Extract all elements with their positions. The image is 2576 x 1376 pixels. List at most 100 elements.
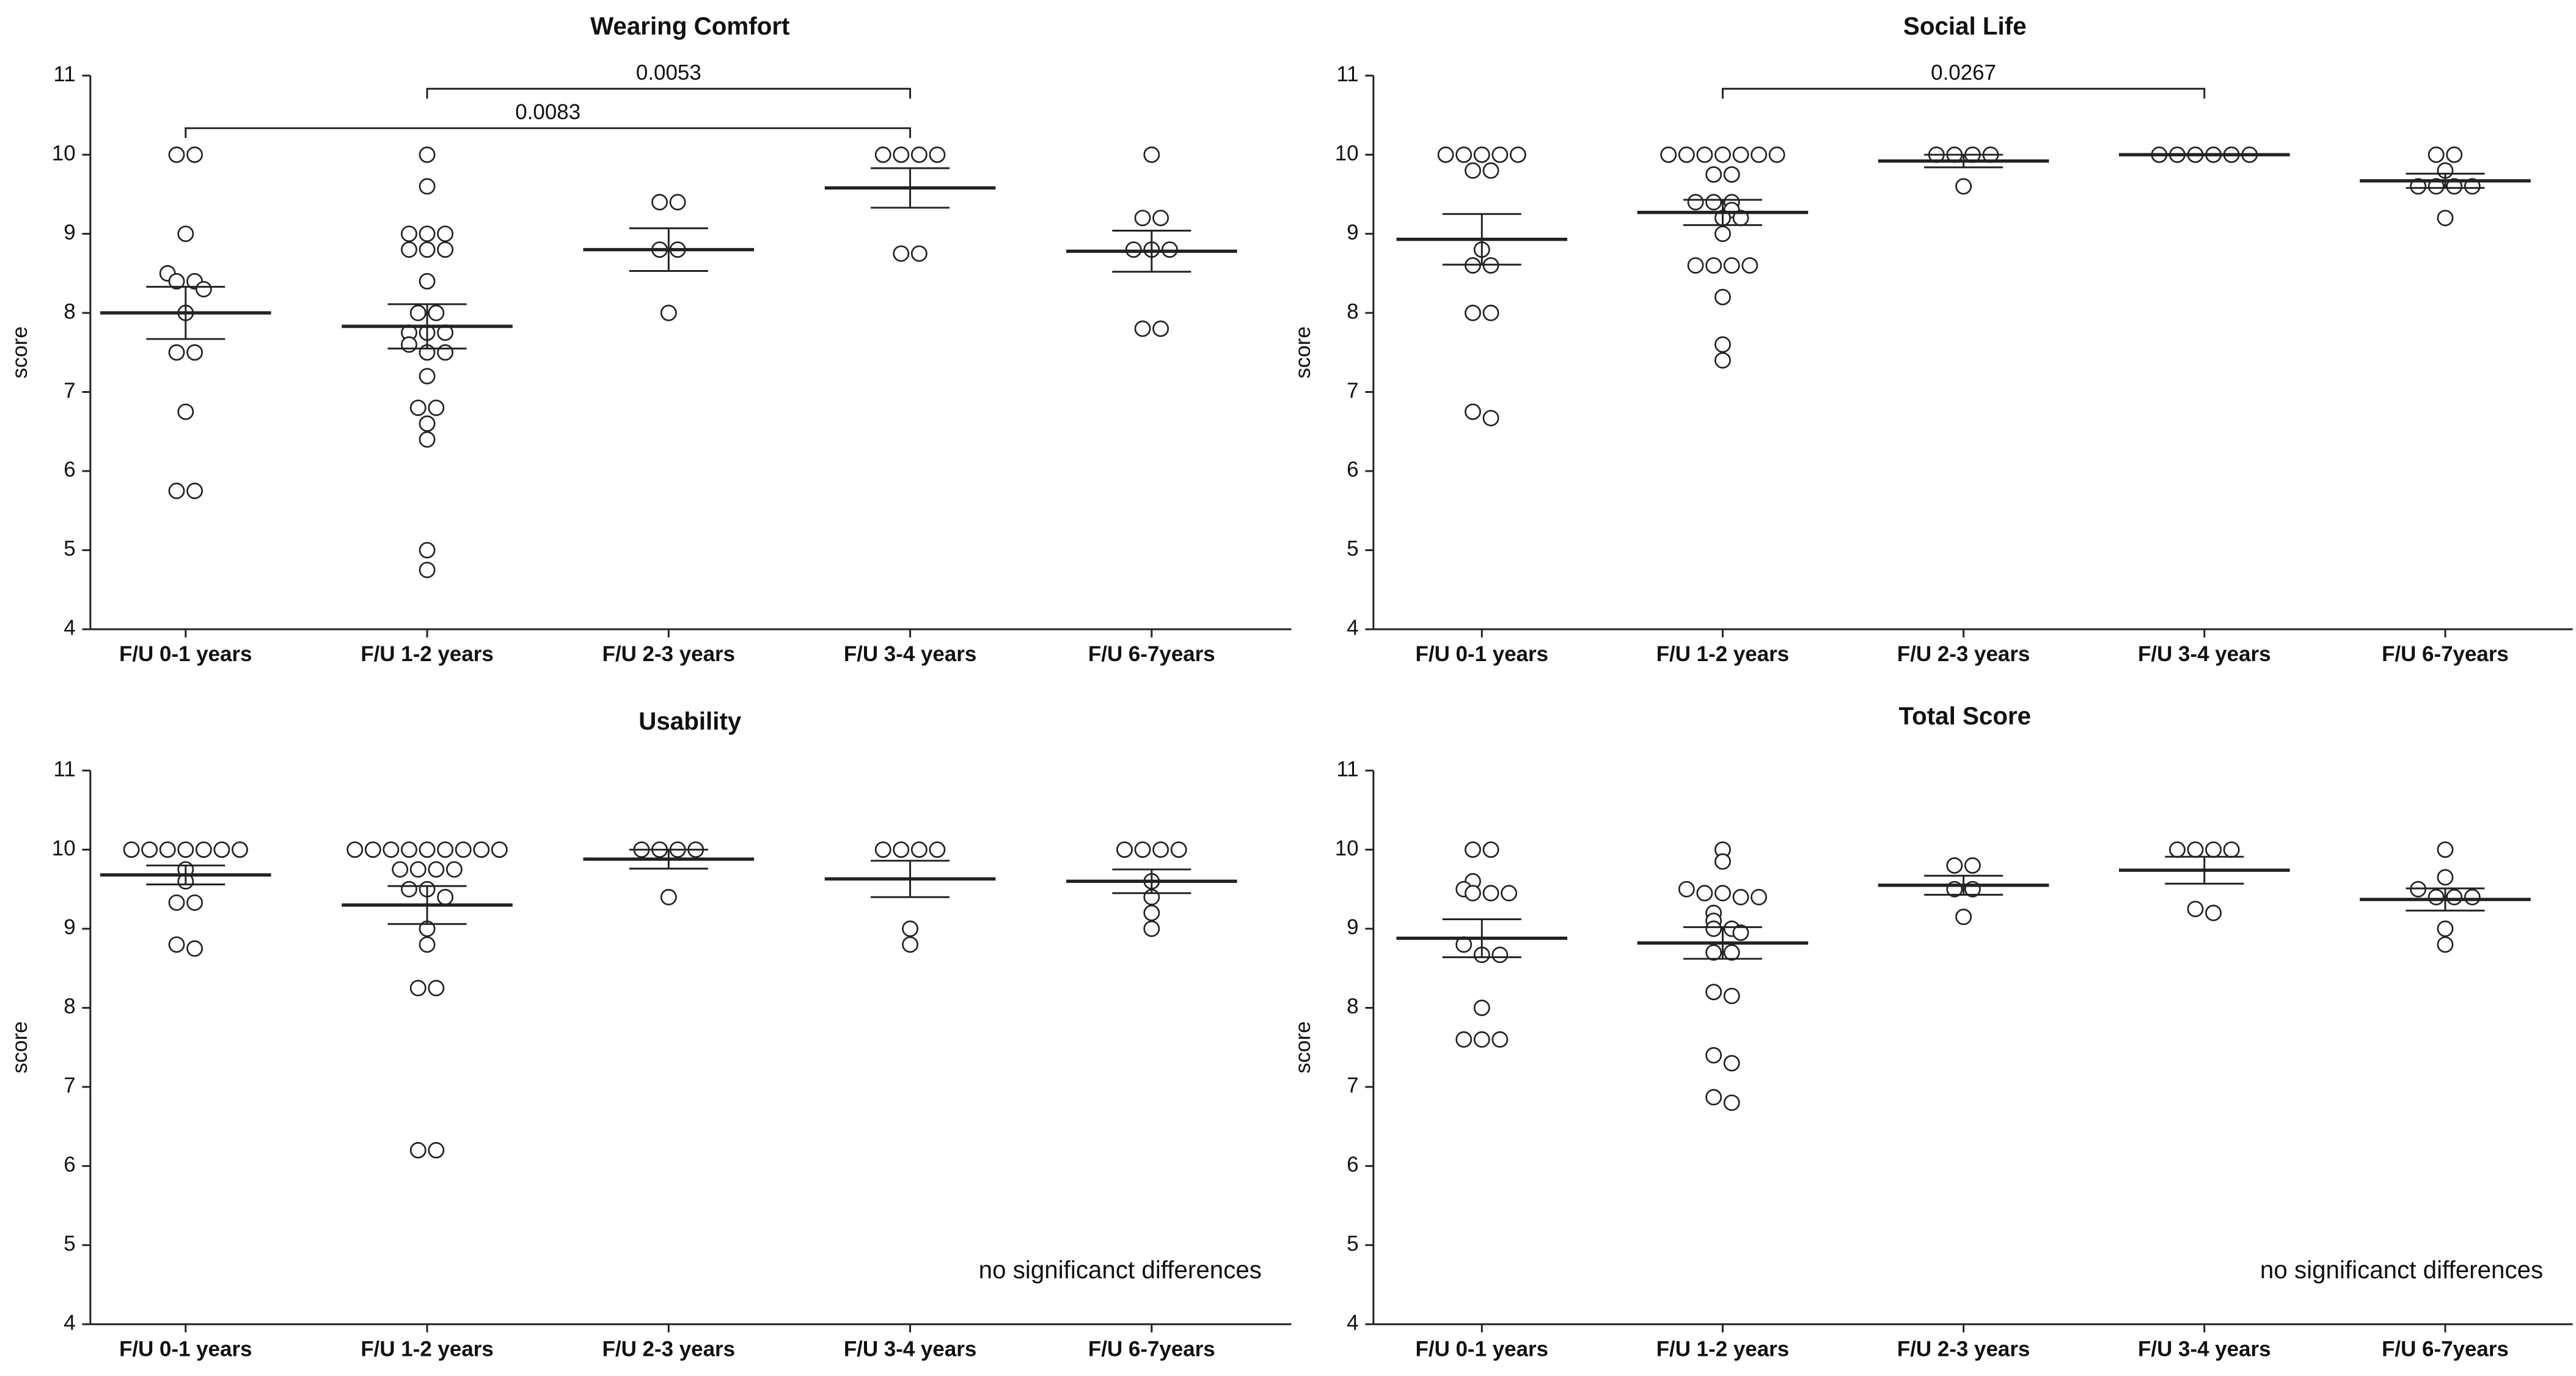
data-point xyxy=(177,841,194,858)
data-point xyxy=(893,146,910,163)
x-tick-label: F/U 2-3 years xyxy=(1897,642,2030,666)
y-tick-label: 8 xyxy=(1347,299,1358,323)
data-point xyxy=(1678,880,1695,898)
data-point xyxy=(1465,841,1481,858)
data-point xyxy=(2446,178,2463,195)
data-point xyxy=(168,894,185,911)
data-point xyxy=(660,304,677,321)
y-tick-label: 9 xyxy=(1347,221,1358,244)
data-point xyxy=(419,562,436,579)
data-point xyxy=(1678,146,1695,163)
data-point xyxy=(2205,841,2222,858)
data-point xyxy=(929,841,946,858)
data-point xyxy=(419,431,436,448)
data-point xyxy=(2187,841,2204,858)
data-point xyxy=(1732,888,1749,906)
y-axis-label: score xyxy=(1291,326,1315,378)
significance-bracket xyxy=(426,87,912,99)
y-axis-label: score xyxy=(1291,1021,1315,1073)
y-axis-label: score xyxy=(8,326,32,378)
sem-bar xyxy=(1683,926,1762,960)
data-point xyxy=(1955,178,1972,195)
x-tick-label: F/U 3-4 years xyxy=(2138,642,2271,666)
x-tick-label: F/U 1-2 years xyxy=(360,1337,494,1361)
x-tick-label: F/U 6-7years xyxy=(2382,1337,2509,1361)
data-point xyxy=(437,344,454,361)
data-point xyxy=(401,241,417,258)
y-tick-label: 8 xyxy=(1347,995,1358,1019)
data-point xyxy=(1732,924,1749,941)
data-point xyxy=(669,194,686,211)
p-value: 0.0083 xyxy=(515,100,580,124)
y-tick-label: 6 xyxy=(64,458,75,481)
y-tick-label: 7 xyxy=(1347,379,1358,403)
x-tick-label: F/U 1-2 years xyxy=(360,642,494,666)
sem-bar xyxy=(146,285,225,340)
y-tick-label: 7 xyxy=(64,379,75,403)
data-point xyxy=(419,273,436,290)
data-point xyxy=(186,344,203,361)
x-tick-label: F/U 1-2 years xyxy=(1656,642,1790,666)
data-point xyxy=(1723,987,1740,1005)
x-tick-label: F/U 0-1 years xyxy=(1416,1337,1549,1361)
data-point xyxy=(401,841,417,858)
data-point xyxy=(419,178,436,195)
data-point xyxy=(1482,841,1499,858)
sem-bar xyxy=(1442,213,1521,266)
data-point xyxy=(1152,320,1169,337)
y-axis-label: score xyxy=(8,1021,32,1073)
data-point xyxy=(1687,257,1704,274)
data-point xyxy=(1714,288,1731,306)
data-point xyxy=(651,194,668,211)
data-point xyxy=(929,146,946,163)
sem-bar xyxy=(1442,918,1521,959)
sem-bar xyxy=(2406,172,2485,189)
data-point xyxy=(1473,1000,1490,1016)
data-point xyxy=(1455,1031,1473,1048)
data-point xyxy=(2437,869,2454,886)
data-point xyxy=(1465,403,1481,420)
data-point xyxy=(1705,1089,1722,1106)
data-point xyxy=(1705,1047,1722,1064)
x-tick-label: F/U 6-7years xyxy=(1088,642,1215,666)
data-point xyxy=(1473,146,1490,163)
data-point xyxy=(1491,146,1509,163)
data-point xyxy=(409,304,426,321)
data-point xyxy=(168,344,185,361)
data-point xyxy=(346,841,364,858)
data-point xyxy=(168,936,185,953)
data-point xyxy=(1134,320,1151,337)
data-point xyxy=(1143,904,1160,921)
data-point xyxy=(1482,885,1499,902)
data-point xyxy=(419,368,436,385)
y-tick-label: 11 xyxy=(53,757,75,781)
data-point xyxy=(186,482,203,499)
data-point xyxy=(1143,146,1160,163)
y-tick-label: 10 xyxy=(52,141,76,165)
x-tick-label: F/U 6-7years xyxy=(2382,642,2509,666)
data-point xyxy=(902,936,919,953)
data-point xyxy=(177,225,194,243)
data-point xyxy=(123,841,140,858)
data-point xyxy=(409,399,426,416)
data-point xyxy=(419,241,436,258)
data-point xyxy=(2410,178,2427,195)
data-point xyxy=(1705,166,1722,183)
data-point xyxy=(1705,257,1722,274)
data-point xyxy=(1714,146,1731,163)
data-point xyxy=(2223,841,2240,858)
data-point xyxy=(428,399,445,416)
data-point xyxy=(419,146,436,163)
data-point xyxy=(1955,909,1972,926)
data-point xyxy=(1482,162,1499,179)
data-point xyxy=(2437,936,2454,953)
data-point xyxy=(660,888,677,906)
y-tick-label: 10 xyxy=(52,836,76,860)
x-tick-label: F/U 2-3 years xyxy=(1897,1337,2030,1361)
data-point xyxy=(1465,162,1481,179)
data-point xyxy=(409,1142,426,1158)
data-point xyxy=(1491,1031,1509,1048)
sem-bar xyxy=(2165,855,2244,885)
y-tick-label: 6 xyxy=(1347,1153,1358,1177)
data-point xyxy=(437,225,454,243)
